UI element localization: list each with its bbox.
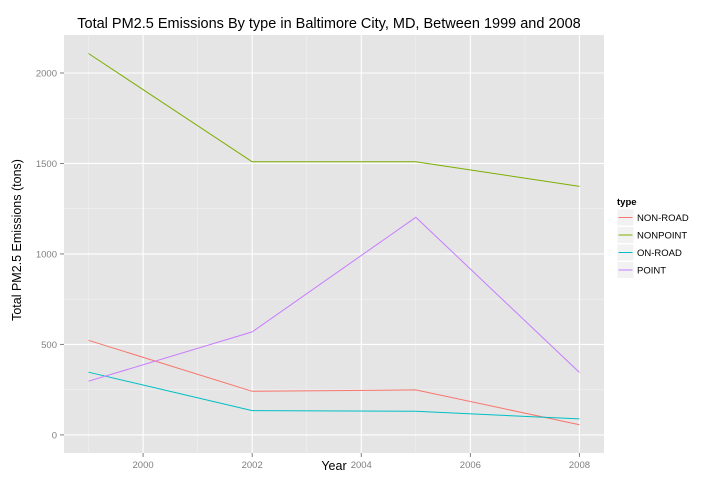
y-tick-label: 1000 [36,249,57,260]
y-axis-ticks: 0 500 1000 1500 2000 [36,69,64,441]
series-line-nonpoint [88,53,580,187]
series-line-on-road [88,371,580,420]
legend-label: NON-ROAD [637,213,689,224]
legend-label: NONPOINT [637,231,687,242]
y-axis-title: Total PM2.5 Emissions (tons) [10,159,24,321]
x-tick-label: 2000 [133,460,154,471]
series-lines [88,53,580,426]
y-tick-label: 2000 [36,69,57,80]
legend-title: type [617,197,637,208]
legend-key-point [616,261,635,279]
x-tick-label: 2006 [460,460,481,471]
y-tick-label: 500 [41,340,57,351]
legend-key-on-road [616,243,635,262]
plot-panel [64,35,604,453]
x-tick-label: 2002 [242,460,263,471]
series-line-non-road [88,339,580,426]
legend-label: ON-ROAD [637,248,682,259]
major-gridlines [64,35,604,453]
legend-key-non-road [616,208,635,227]
legend-key-nonpoint [616,226,635,244]
y-tick-label: 0 [52,430,57,441]
minor-gridlines [64,35,604,453]
x-tick-label: 2004 [351,460,372,471]
y-tick-label: 1500 [36,159,57,170]
legend-label: POINT [637,266,666,277]
series-line-point [88,216,580,382]
x-axis-ticks: 2000 2002 2004 2006 2008 [133,453,590,471]
x-axis-title: Year [321,459,346,473]
legend-items: NON-ROAD NONPOINT ON-ROAD POINT [616,208,689,279]
chart-title: Total PM2.5 Emissions By type in Baltimo… [77,16,580,32]
legend: type NON-ROAD NONPOINT ON-ROAD POINT [616,197,689,279]
x-tick-label: 2008 [569,460,590,471]
